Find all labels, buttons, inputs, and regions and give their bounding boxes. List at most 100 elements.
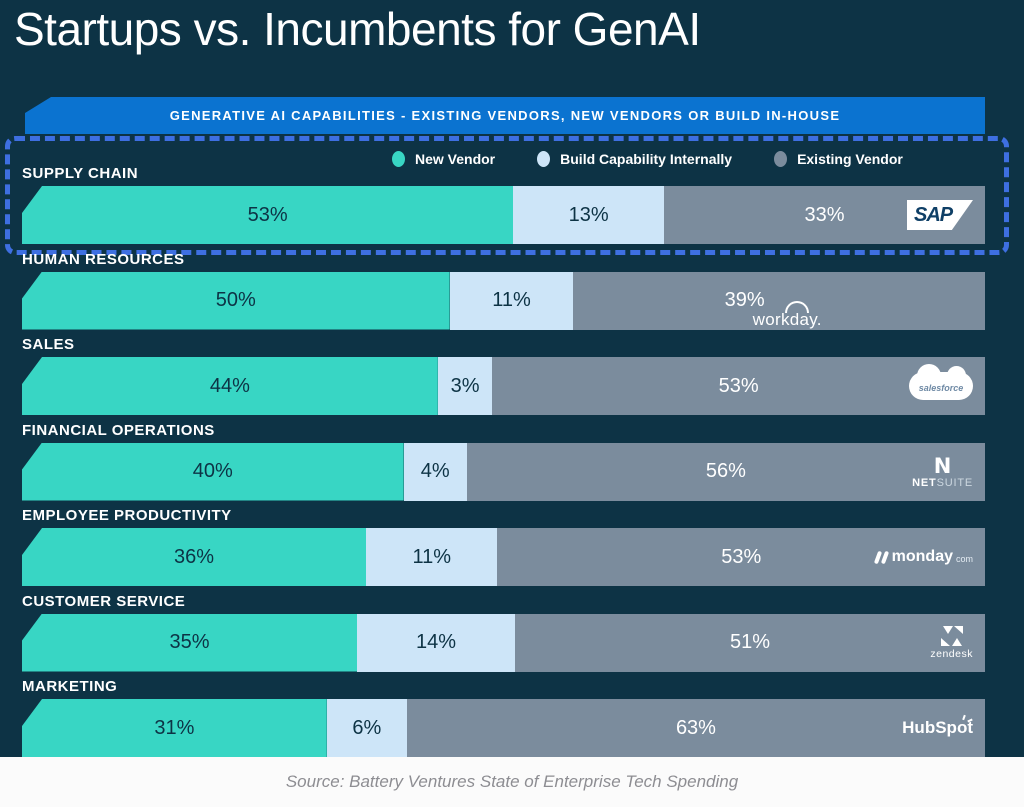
stacked-bar: 44% 3% 53% salesforce — [22, 357, 986, 415]
category-row-marketing: MARKETING 31% 6% 63% HubSpot — [22, 676, 985, 757]
subtitle-banner: GENERATIVE AI CAPABILITIES - EXISTING VE… — [25, 97, 985, 134]
stacked-bar: 31% 6% 63% HubSpot — [22, 699, 985, 757]
segment-value: 44% — [209, 374, 250, 397]
segment-value: 53% — [718, 374, 759, 397]
page-title: Startups vs. Incumbents for GenAI — [14, 3, 701, 55]
segment-build-internally: 6% — [326, 699, 407, 757]
segment-new-vendor: 31% — [22, 699, 327, 757]
category-row-sales: SALES 44% 3% 53% salesforce — [22, 334, 986, 415]
segment-existing-vendor: 63% HubSpot — [406, 699, 985, 757]
segment-value: 31% — [154, 716, 195, 739]
category-label: HUMAN RESOURCES — [22, 250, 185, 268]
stacked-bar: 50% 11% 39% workday. — [22, 271, 985, 330]
segment-new-vendor: 53% — [22, 186, 514, 244]
netsuite-logo-text-bold: NET — [912, 476, 937, 489]
stacked-bar: 40% 4% 56% N NETSUITE — [22, 442, 985, 501]
existing-vendor-dot-icon — [774, 151, 788, 167]
salesforce-logo-text: salesforce — [918, 382, 964, 393]
segment-value: 4% — [420, 460, 450, 482]
bar-rows: SUPPLY CHAIN 53% 13% 33% SAP HUMAN RESOURCES 5… — [22, 0, 986, 807]
category-row-financial-operations: FINANCIAL OPERATIONS 40% 4% 56% N NETSUITE — [22, 420, 985, 501]
segment-value: 6% — [352, 716, 382, 739]
workday-logo: workday. — [752, 300, 822, 330]
sap-logo: SAP — [907, 200, 973, 230]
hubspot-logo-text: HubSp — [902, 718, 957, 737]
legend: New Vendor Build Capability Internally E… — [392, 151, 903, 167]
category-row-customer-service: CUSTOMER SERVICE 35% 14% 51% zendesk — [22, 591, 985, 672]
monday-logo: monday com — [873, 548, 974, 566]
salesforce-logo: salesforce — [909, 364, 974, 404]
segment-build-internally: 13% — [513, 186, 664, 244]
category-label: FINANCIAL OPERATIONS — [22, 421, 215, 439]
segment-existing-vendor: 53% monday com — [497, 528, 986, 586]
category-label: EMPLOYEE PRODUCTIVITY — [22, 507, 232, 524]
segment-value: 35% — [169, 631, 210, 653]
stacked-bar: 36% 11% 53% monday com — [22, 528, 986, 586]
netsuite-n-icon: N — [933, 453, 952, 478]
workday-arc-icon — [784, 300, 809, 313]
zendesk-logo-text: zendesk — [930, 647, 973, 660]
segment-value: 33% — [804, 203, 845, 226]
hubspot-logo-text: t — [967, 718, 973, 737]
segment-value: 13% — [568, 203, 609, 226]
category-row-human-resources: HUMAN RESOURCES 50% 11% 39% workday. — [22, 249, 985, 330]
stacked-bar: 35% 14% 51% zendesk — [22, 613, 985, 672]
legend-item-build-internally: Build Capability Internally — [537, 151, 732, 167]
segment-existing-vendor: 53% salesforce — [492, 357, 986, 415]
legend-item-new-vendor: New Vendor — [392, 151, 495, 167]
segment-build-internally: 4% — [403, 442, 467, 501]
supply-chain-highlight-border — [5, 136, 1009, 255]
segment-value: 40% — [192, 460, 233, 482]
category-label: SUPPLY CHAIN — [22, 165, 139, 182]
segment-value: 53% — [721, 545, 762, 568]
zendesk-z-icon — [940, 625, 963, 646]
netsuite-logo-text: NETSUITE — [912, 476, 973, 489]
segment-build-internally: 14% — [357, 613, 516, 672]
segment-value: 56% — [705, 460, 746, 482]
sap-logo-text: SAP — [914, 203, 953, 226]
stacked-bar: 53% 13% 33% SAP — [22, 186, 985, 244]
segment-value: 3% — [450, 374, 480, 397]
segment-value: 50% — [215, 289, 256, 311]
hubspot-sprocket-o: o — [956, 718, 968, 737]
monday-logo-text: monday — [891, 548, 953, 565]
segment-existing-vendor: 33% SAP — [664, 186, 985, 244]
category-row-supply-chain: SUPPLY CHAIN 53% 13% 33% SAP — [22, 163, 985, 244]
segment-new-vendor: 50% — [22, 271, 450, 330]
segment-value: 53% — [247, 203, 288, 226]
source-footer: Source: Battery Ventures State of Enterp… — [0, 757, 1024, 807]
segment-existing-vendor: 56% N NETSUITE — [466, 442, 985, 501]
salesforce-cloud-icon — [909, 364, 974, 400]
category-label: MARKETING — [22, 678, 118, 695]
legend-label: New Vendor — [415, 151, 496, 167]
segment-new-vendor: 40% — [22, 442, 404, 501]
monday-bars-icon — [873, 550, 889, 564]
category-row-employee-productivity: EMPLOYEE PRODUCTIVITY 36% 11% 53% monday com — [22, 505, 986, 586]
build-internally-dot-icon — [537, 151, 551, 167]
segment-build-internally: 3% — [437, 357, 493, 415]
netsuite-logo: N NETSUITE — [912, 455, 973, 489]
monday-logo-suffix: com — [956, 554, 974, 564]
segment-new-vendor: 36% — [22, 528, 367, 586]
category-label: CUSTOMER SERVICE — [22, 592, 186, 610]
workday-logo-text: workday. — [752, 309, 822, 329]
zendesk-logo: zendesk — [930, 625, 973, 660]
segment-new-vendor: 44% — [22, 357, 438, 415]
subtitle-banner-text: GENERATIVE AI CAPABILITIES - EXISTING VE… — [169, 108, 841, 123]
segment-existing-vendor: 39% workday. — [573, 271, 985, 330]
category-label: SALES — [22, 336, 75, 353]
segment-new-vendor: 35% — [22, 613, 358, 672]
segment-value: 39% — [724, 289, 765, 311]
segment-existing-vendor: 51% zendesk — [515, 613, 985, 672]
legend-item-existing-vendor: Existing Vendor — [774, 151, 903, 167]
segment-build-internally: 11% — [366, 528, 498, 586]
segment-value: 36% — [173, 545, 215, 568]
source-text: Source: Battery Ventures State of Enterp… — [285, 772, 739, 791]
hubspot-logo: HubSpot — [902, 718, 973, 738]
segment-value: 63% — [675, 716, 716, 739]
segment-value: 14% — [416, 631, 457, 653]
new-vendor-dot-icon — [392, 151, 405, 167]
segment-value: 11% — [492, 289, 531, 311]
legend-label: Build Capability Internally — [560, 151, 733, 167]
